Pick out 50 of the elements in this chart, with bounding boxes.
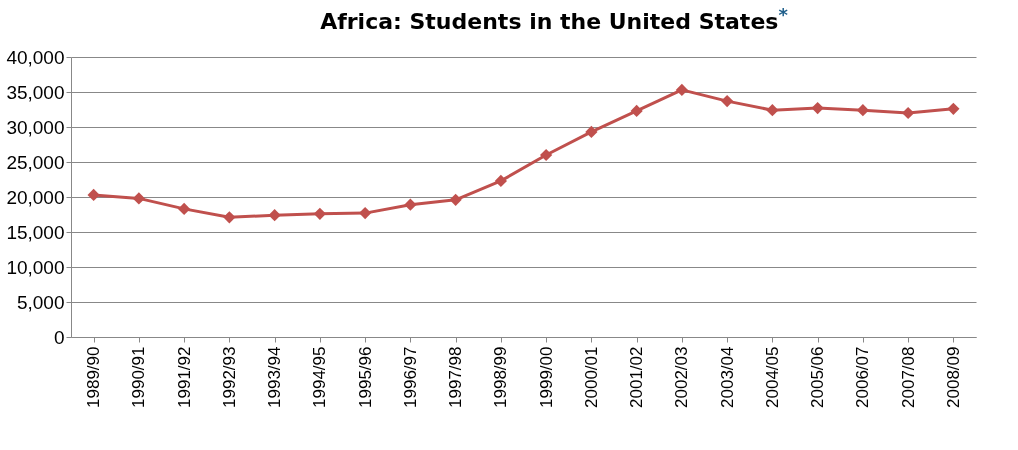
x-tick-label: 2004/05 [762, 346, 782, 408]
x-tick-label: 2007/08 [898, 346, 918, 408]
point [87, 188, 100, 202]
y-tick-label: 35,000 [6, 81, 65, 103]
chart-title: Africa: Students in the United States$^{*}$ [319, 3, 789, 36]
point [675, 83, 688, 97]
point [132, 192, 145, 205]
y-tick-label: 10,000 [6, 256, 65, 278]
point [268, 209, 281, 222]
x-tick-label: 1998/99 [491, 346, 511, 408]
x-tick-label: 1996/97 [400, 346, 420, 408]
point [404, 198, 417, 211]
x-tick-label: 1991/92 [174, 346, 194, 408]
y-tick-label: 0 [53, 326, 65, 348]
y-tick-label: 20,000 [6, 186, 65, 208]
y-tick-label: 30,000 [6, 116, 65, 138]
x-tick-label: 2000/01 [581, 346, 601, 408]
point [313, 207, 326, 220]
x-tick-label: 2001/02 [627, 346, 647, 408]
y-tick-label: 15,000 [6, 221, 65, 243]
y-tick-label: 40,000 [6, 46, 65, 68]
x-tick-label: 2002/03 [672, 346, 692, 408]
point [766, 104, 779, 117]
point [902, 106, 915, 120]
x-tick-label: 1992/93 [219, 346, 239, 408]
point [585, 125, 598, 139]
point [540, 148, 553, 162]
point [178, 202, 191, 216]
point [811, 101, 824, 115]
x-tick-label: 1994/95 [310, 346, 330, 408]
x-tick-label: 2006/07 [853, 346, 873, 408]
point [630, 104, 643, 118]
x-tick-label: 1995/96 [355, 346, 375, 408]
x-tick-label: 1993/94 [265, 346, 285, 408]
x-tick-label: 2005/06 [808, 346, 828, 408]
x-tick-label: 2008/09 [943, 346, 963, 408]
x-tick-label: 1999/00 [536, 346, 556, 408]
x-tick-label: 1989/90 [84, 346, 104, 408]
y-tick-label: 25,000 [6, 151, 65, 173]
point [449, 193, 462, 206]
x-tick-label: 1990/91 [129, 346, 149, 408]
y-tick-label: 5,000 [16, 291, 65, 313]
point [721, 94, 734, 108]
point [359, 206, 372, 220]
point [947, 102, 960, 115]
point [494, 174, 507, 188]
point [856, 104, 869, 117]
point [223, 211, 236, 224]
x-tick-label: 1997/98 [446, 346, 466, 408]
x-tick-label: 2003/04 [717, 346, 737, 408]
